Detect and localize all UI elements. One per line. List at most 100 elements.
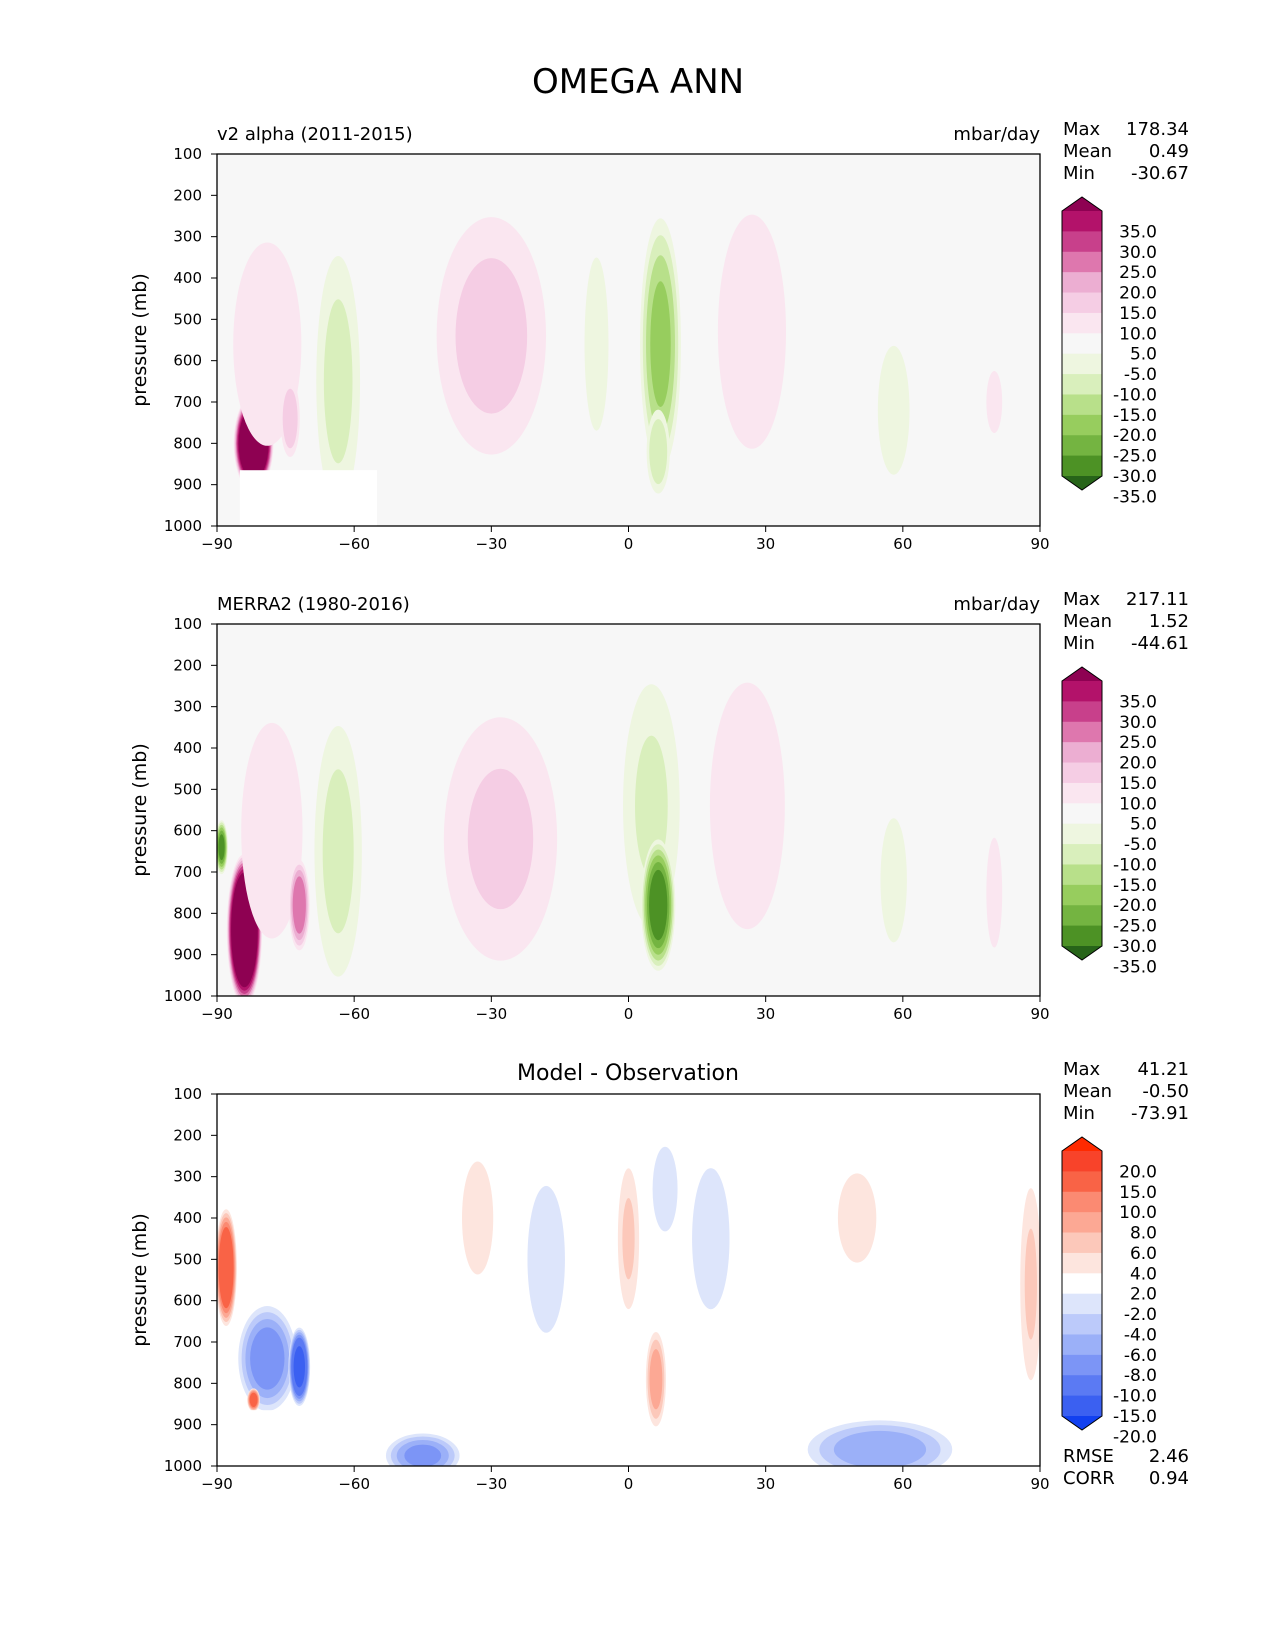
contour-level — [622, 1198, 635, 1280]
colorbar-tick-label: -4.0 — [1124, 1325, 1157, 1345]
colorbar-tick-label: 25.0 — [1119, 733, 1157, 753]
x-tick-label: 60 — [893, 535, 912, 553]
y-tick-label: 200 — [173, 656, 202, 674]
y-axis-label: pressure (mb) — [129, 273, 151, 407]
y-tick-label: 200 — [173, 186, 202, 204]
contour-level — [455, 258, 528, 414]
field-feature — [527, 1185, 565, 1333]
stat-value-min: -73.91 — [1131, 1103, 1189, 1124]
contour-level — [833, 1430, 927, 1466]
y-tick-label: 200 — [173, 1126, 202, 1144]
contour-level — [709, 682, 785, 930]
colorbar-tick-label: -10.0 — [1113, 1387, 1157, 1407]
y-tick-label: 800 — [173, 904, 202, 922]
x-tick-label: 90 — [1030, 1005, 1049, 1023]
y-tick-label: 500 — [173, 1250, 202, 1268]
contour-level — [404, 1444, 442, 1466]
colorbar-extend-min — [1062, 946, 1102, 960]
colorbar-tick-label: 25.0 — [1119, 263, 1157, 283]
colorbar-tick-label: 30.0 — [1119, 713, 1157, 733]
stat-value-min: -44.61 — [1131, 633, 1189, 654]
y-tick-label: 400 — [173, 739, 202, 757]
colorbar-tick-label: -15.0 — [1113, 406, 1157, 426]
stat-label-max: Max — [1063, 589, 1101, 610]
colorbar: 35.030.025.020.015.010.05.0-5.0-10.0-15.… — [1061, 196, 1157, 507]
colorbar-segment — [1062, 823, 1102, 845]
stat-label-max: Max — [1063, 119, 1101, 140]
x-tick-label: −30 — [476, 1005, 508, 1023]
colorbar-extend-min — [1062, 476, 1102, 490]
contour-level — [292, 876, 306, 934]
field-layer — [217, 1146, 1040, 1466]
colorbar-segment — [1062, 721, 1102, 743]
colorbar-extend-max — [1062, 667, 1102, 681]
contour-level — [461, 1161, 494, 1275]
field-feature — [652, 1146, 678, 1232]
colorbar-tick-label: 2.0 — [1130, 1285, 1157, 1305]
colorbar-segment — [1062, 394, 1102, 416]
stat-label-mean: Mean — [1063, 141, 1112, 162]
stat-value-mean: 1.52 — [1149, 611, 1189, 632]
contour-level — [1024, 1228, 1037, 1340]
colorbar-tick-label: 10.0 — [1119, 1203, 1157, 1223]
colorbar-extend-min — [1062, 1416, 1102, 1430]
colorbar-tick-label: 5.0 — [1130, 815, 1157, 835]
colorbar-segment — [1062, 414, 1102, 436]
colorbar-segment — [1062, 681, 1102, 702]
y-tick-label: 500 — [173, 780, 202, 798]
y-tick-label: 1000 — [164, 987, 202, 1005]
stat-value-mean: -0.50 — [1142, 1081, 1189, 1102]
y-tick-label: 900 — [173, 946, 202, 964]
contour-level — [986, 370, 1003, 434]
colorbar-segment — [1062, 864, 1102, 886]
colorbar: 20.015.010.08.06.04.02.0-2.0-4.0-6.0-8.0… — [1061, 1136, 1157, 1447]
x-tick-label: −90 — [201, 1005, 233, 1023]
field-feature — [385, 1433, 460, 1466]
field-feature — [314, 726, 362, 977]
stat-label-rmse: RMSE — [1063, 1446, 1114, 1467]
colorbar-segment — [1062, 925, 1102, 947]
colorbar-tick-label: 35.0 — [1119, 692, 1157, 712]
y-tick-label: 800 — [173, 434, 202, 452]
colorbar-segment — [1062, 1252, 1102, 1274]
y-axis: 100 200 300 400 500 600 700 800 900 1000 — [164, 615, 217, 1005]
field-feature — [217, 820, 228, 875]
colorbar-segment — [1062, 1212, 1102, 1234]
colorbar-segment — [1062, 905, 1102, 927]
contour-level — [649, 419, 668, 485]
field-feature — [443, 717, 558, 961]
x-tick-label: 30 — [756, 1475, 775, 1493]
y-tick-label: 700 — [173, 393, 202, 411]
colorbar-segment — [1062, 884, 1102, 906]
x-tick-label: 90 — [1030, 535, 1049, 553]
field-layer — [233, 214, 1003, 526]
colorbar-tick-label: 10.0 — [1119, 794, 1157, 814]
contour-level — [880, 818, 907, 943]
field-feature — [986, 370, 1003, 434]
colorbar-tick-label: -15.0 — [1113, 1407, 1157, 1427]
colorbar-segment — [1062, 1191, 1102, 1213]
panel-left-title: MERRA2 (1980-2016) — [217, 594, 410, 615]
y-tick-label: 1000 — [164, 1457, 202, 1475]
field-feature — [1020, 1188, 1040, 1381]
contour-level — [837, 1173, 877, 1263]
field-feature — [646, 409, 670, 494]
colorbar-tick-label: 20.0 — [1119, 1162, 1157, 1182]
colorbar-tick-label: 5.0 — [1130, 345, 1157, 365]
x-tick-label: −30 — [476, 1475, 508, 1493]
stat-value-max: 41.21 — [1137, 1059, 1189, 1080]
contour-level — [652, 1146, 678, 1232]
stat-label-min: Min — [1063, 1103, 1095, 1124]
colorbar-outline — [1061, 666, 1103, 961]
colorbar-tick-label: 15.0 — [1119, 774, 1157, 794]
y-tick-label: 600 — [173, 352, 202, 370]
contour-level — [218, 834, 225, 861]
contour-level — [650, 281, 671, 407]
field-feature — [217, 1209, 237, 1326]
x-tick-label: 0 — [624, 1005, 634, 1023]
contour-level — [527, 1185, 565, 1333]
x-tick-label: 0 — [624, 1475, 634, 1493]
colorbar-tick-label: -8.0 — [1124, 1366, 1157, 1386]
y-axis: 100 200 300 400 500 600 700 800 900 1000 — [164, 1085, 217, 1475]
field-feature — [807, 1420, 953, 1466]
